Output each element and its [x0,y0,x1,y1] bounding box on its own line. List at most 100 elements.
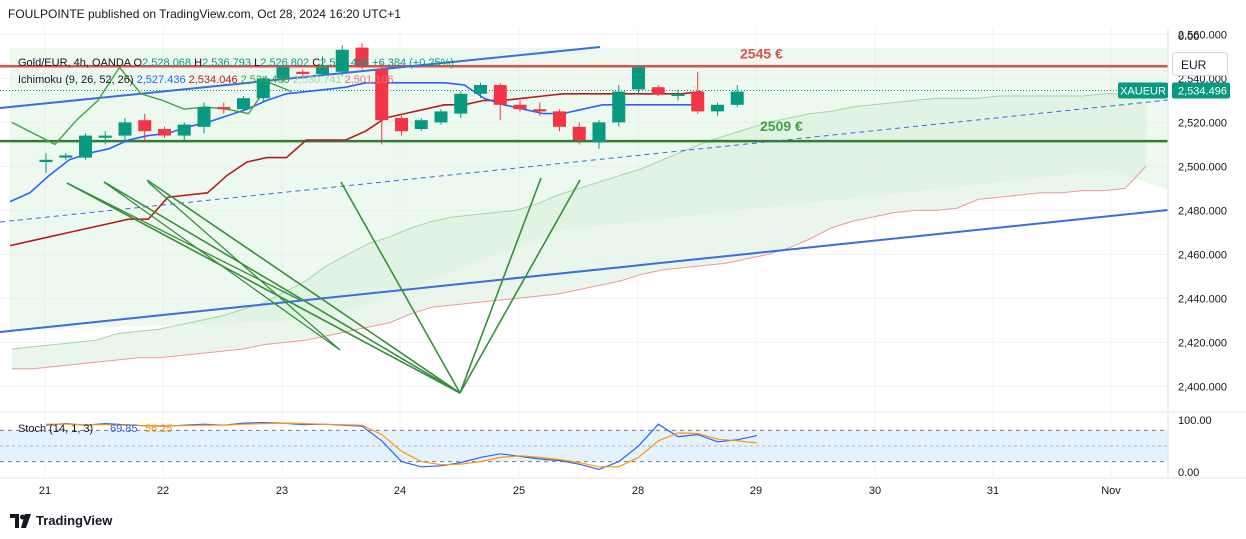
candle-body [217,107,231,110]
price-tick-label: 2,400.000 [1178,381,1227,393]
ichimoku-legend: Ichimoku (9, 26, 52, 26) 2,527.436 2,534… [18,74,394,86]
candle-body [691,91,705,112]
currency-button[interactable]: EUR [1172,52,1228,76]
date-tick-label: 21 [39,485,51,497]
date-tick-label: 28 [632,485,644,497]
pattern-arrow [459,179,581,394]
forecast-zone [10,48,1168,330]
candle-body [572,126,586,140]
price-tick-label: 2,460.000 [1178,249,1227,261]
candle-body [138,120,152,132]
candle-body [118,122,132,136]
lower-channel-line [0,209,1169,333]
pattern-arrow [146,179,461,394]
candle-body [395,118,408,132]
candle-body [59,155,73,158]
candle-body [454,93,468,114]
candle-body [79,135,92,158]
candle-body [730,91,744,105]
mid-channel-line [0,99,1169,223]
stochastic-panel: Stoch (14, 1, 3) 69.85 56.25 [0,421,1168,471]
candle-body [553,111,566,127]
date-tick-label: Nov [1101,485,1121,497]
brand-name: TradingView [36,513,113,528]
stoch-d-value: 56.25 [145,423,173,435]
candle-body [671,93,685,96]
price-tick-label: 2,560.000 [1178,29,1227,41]
current-price-text: 2,534.496 [1178,86,1227,98]
candle-body [355,47,369,68]
resistance-label: 2545 € [740,45,783,61]
axes: 21 22 23 24 25 28 29 30 31 Nov2,560.0002,540.0002… [0,28,1246,497]
candle-body [237,98,250,110]
ichimoku-cloud [10,48,1168,370]
candle-body [414,120,428,129]
tenkan-sen-line [9,82,702,203]
pattern-arrow [103,181,461,394]
candle-body [335,49,349,72]
annotation-arrows [66,177,581,394]
tradingview-logo[interactable]: TradingView [10,513,112,528]
date-tick-label: 23 [276,485,288,497]
kijun-sen-line [9,90,702,247]
candle-body [39,159,53,162]
pattern-arrow [459,177,542,394]
candle-body [592,122,606,143]
price-tick-label: 2,500.000 [1178,161,1227,173]
stoch-d-line [46,422,758,468]
tradingview-logo-icon [10,513,31,528]
pattern-arrow [147,181,341,351]
date-tick-label: 30 [869,485,881,497]
current-price-tag [1172,82,1230,99]
candle-body [474,85,487,94]
candle-body [256,78,270,99]
senkou-span-a [11,93,1146,350]
symbol-tag [1118,82,1168,99]
pattern-arrow [340,181,461,394]
date-tick-label: 25 [513,485,525,497]
price-tick-label: 2,480.000 [1178,205,1227,217]
stoch-tick-label: 0.00 [1178,467,1199,479]
candles [39,43,744,173]
candle-body [533,109,547,112]
candle-body [197,107,211,127]
stoch-tick-label: 100.00 [1178,415,1212,427]
date-tick-label: 24 [394,485,406,497]
support-label: 2509 € [760,118,803,134]
publish-header: FOULPOINTE published on TradingView.com,… [8,7,401,21]
candle-body [296,71,310,74]
candle-body [434,111,448,123]
candle-body [158,129,171,136]
date-tick-label: 22 [157,485,169,497]
price-tick-label: 2,540.000 [1178,73,1227,85]
price-tick-label: 0.00 [1178,31,1199,43]
stoch-label: Stoch (14, 1, 3) [18,423,93,435]
candle-body [177,124,191,136]
candle-body [711,104,724,112]
date-tick-label: 29 [750,485,762,497]
price-tick-label: 2,420.000 [1178,337,1227,349]
horizontal-levels: 2545 € 2509 € [0,45,1168,143]
candle-body [612,91,626,123]
symbol-legend: Gold/EUR, 4h, OANDA O2,528.068 H2,536.79… [18,57,454,69]
date-tick-label: 31 [987,485,999,497]
candle-body [276,67,290,79]
candle-body [513,104,527,110]
pattern-arrow [66,182,461,394]
senkou-span-b [12,166,1147,370]
stoch-k-value: 69.85 [110,423,138,435]
candle-body [651,87,665,94]
ichimoku-lines [9,66,702,247]
pattern-arrow [103,181,341,351]
symbol-tag-text: XAUEUR [1120,86,1166,98]
candle-body [493,85,507,105]
pattern-arrow [66,182,301,301]
candle-body [375,69,389,121]
candle-body [316,67,329,74]
candle-body [98,135,112,138]
chikou-span-line [11,66,292,146]
cloud-fill [12,93,1146,369]
legend: Gold/EUR, 4h, OANDA O2,528.068 H2,536.79… [18,57,454,86]
price-tick-label: 2,520.000 [1178,117,1227,129]
